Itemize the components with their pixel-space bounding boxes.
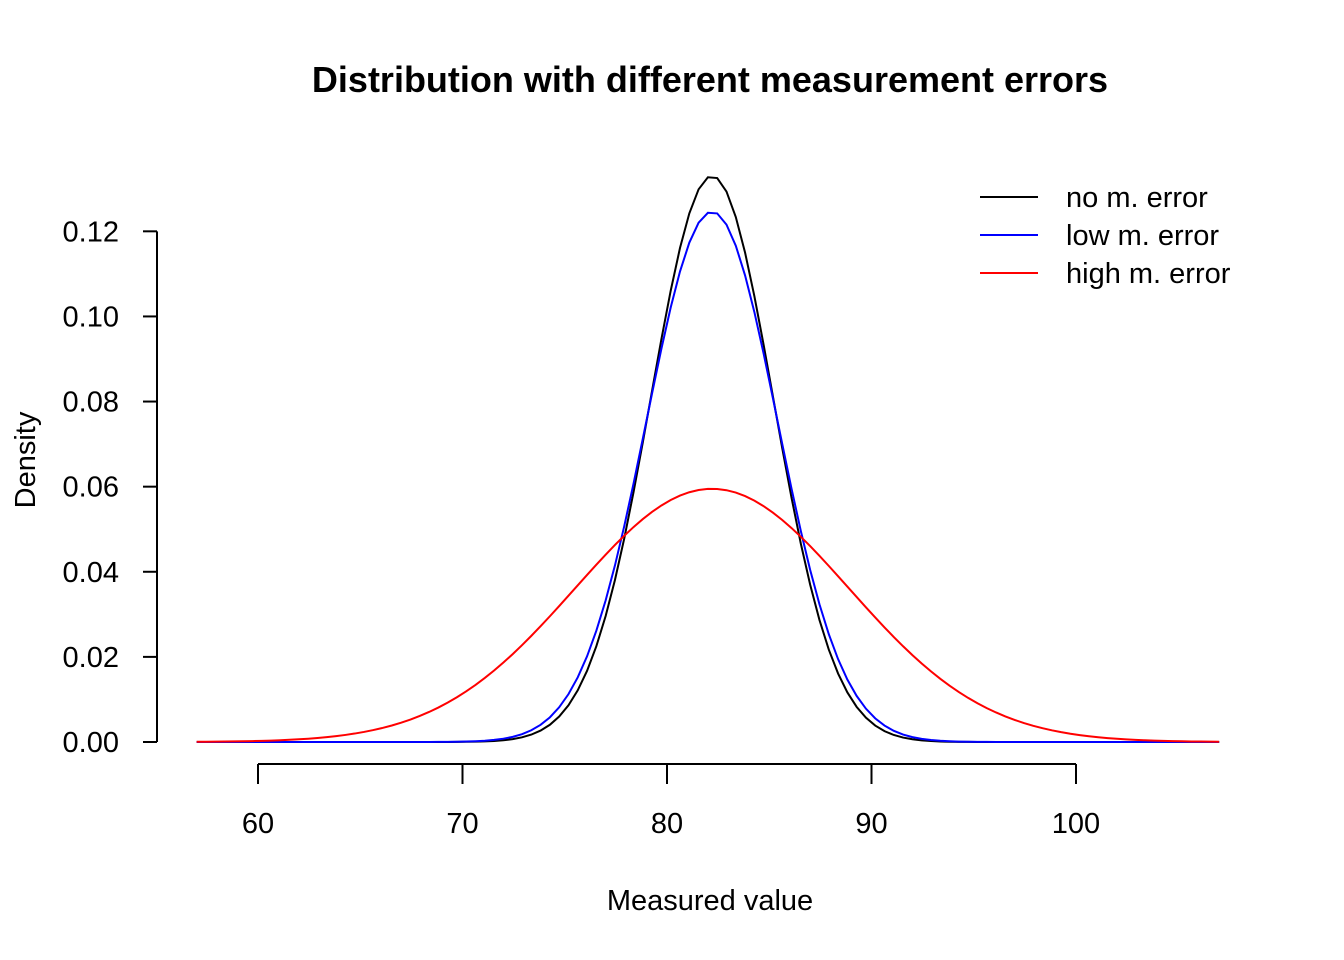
y-tick-label: 0.06 bbox=[63, 472, 119, 504]
y-axis-label: Density bbox=[10, 411, 42, 508]
legend-label-low-m-error: low m. error bbox=[1066, 220, 1219, 252]
y-tick-label: 0.08 bbox=[63, 387, 119, 419]
x-axis: 60 70 80 90 100 bbox=[242, 763, 1100, 840]
x-tick-label: 80 bbox=[651, 808, 683, 840]
series-line-low-m-error bbox=[196, 211, 1220, 743]
x-tick-label: 100 bbox=[1052, 808, 1100, 840]
y-tick-label: 0.02 bbox=[63, 642, 119, 674]
legend-label-no-m-error: no m. error bbox=[1066, 182, 1208, 214]
legend-label-high-m-error: high m. error bbox=[1066, 258, 1231, 290]
y-tick-label: 0.12 bbox=[63, 216, 119, 248]
series-line-high-m-error bbox=[196, 487, 1220, 743]
x-tick-label: 60 bbox=[242, 808, 274, 840]
legend: no m. error low m. error high m. error bbox=[980, 182, 1231, 290]
x-tick-label: 70 bbox=[446, 808, 478, 840]
x-tick-label: 90 bbox=[855, 808, 887, 840]
y-tick-label: 0.10 bbox=[63, 301, 119, 333]
y-tick-label: 0.00 bbox=[63, 727, 119, 759]
series-lines bbox=[196, 176, 1220, 743]
y-axis: 0.00 0.02 0.04 0.06 0.08 0.10 0.12 bbox=[63, 216, 158, 759]
y-tick-label: 0.04 bbox=[63, 557, 119, 589]
x-axis-label: Measured value bbox=[607, 885, 813, 917]
chart-title: Distribution with different measurement … bbox=[312, 59, 1108, 100]
